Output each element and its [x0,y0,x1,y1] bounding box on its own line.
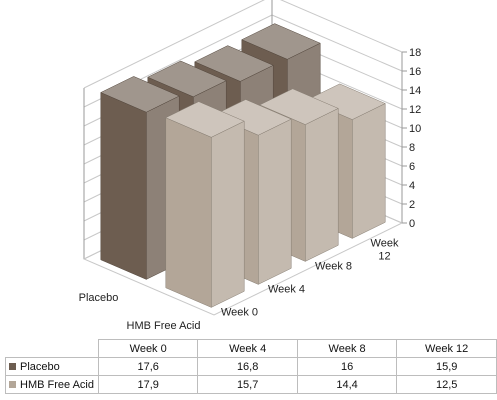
data-table-header-row: Week 0 Week 4 Week 8 Week 12 [5,339,497,358]
bar-front-face [165,117,212,308]
legend-swatch-hmb-free-acid [9,380,16,388]
bar-top-face [147,60,227,98]
category-axis-tick-label-line: 12 [378,251,390,263]
back-wall-gridline [271,14,403,72]
data-table: Week 0 Week 4 Week 8 Week 12 Placebo 17,… [5,339,497,394]
bar-top-face [241,23,321,60]
data-table-row-header: Placebo [5,357,99,376]
data-table-cell: 15,7 [197,375,298,394]
value-axis-tick-label: 14 [409,85,421,97]
data-table-cell: 14,4 [296,375,398,394]
bar-top-face [194,45,274,82]
data-table-col-week-0: Week 0 [97,339,199,358]
side-wall-gridline [83,0,265,89]
data-table-row-hmb-free-acid: HMB Free Acid 17,9 15,7 14,4 12,5 [5,375,497,394]
data-table-row-header: HMB Free Acid [5,375,99,394]
data-table-col-week-12: Week 12 [396,339,497,358]
value-axis-tick-label: 0 [409,218,415,230]
data-table-col-week-8: Week 8 [296,339,398,358]
data-table-cell: 15,9 [396,357,497,376]
bar-top-face [259,88,339,125]
value-axis-tick-label: 8 [409,142,415,154]
data-table-col-week-4: Week 4 [197,339,298,358]
value-axis-tick-label: 4 [409,180,415,192]
data-table-cell: 17,9 [97,375,199,394]
value-axis-tick-label: 18 [409,47,421,59]
value-axis-tick-label: 16 [409,66,421,78]
data-table-row-placebo: Placebo 17,6 16,8 16 15,9 [5,357,497,376]
bar-front-face [100,92,147,280]
bar-side-face [305,107,339,262]
category-axis-tick-label: Week 8 [315,261,352,273]
category-axis-tick-label: Week 4 [268,284,305,296]
series-name: Placebo [20,360,60,373]
bar-side-face [258,118,292,285]
data-table-corner [5,339,99,358]
legend-swatch-placebo [9,362,16,370]
category-axis-tick-label: Week 12 [371,238,399,263]
back-wall-gridline [280,0,403,53]
value-axis-tick-label: 10 [409,123,421,135]
value-axis-tick-label: 6 [409,161,415,173]
data-table-cell: 17,6 [97,357,199,376]
data-table-cell: 16 [296,357,398,376]
bar-top-face [100,76,180,113]
data-table-cell: 16,8 [197,357,298,376]
value-axis-tick-label: 2 [409,199,415,211]
bar-side-face [211,120,245,308]
series-axis-label: HMB Free Acid [127,320,201,332]
bar-top-face [165,101,245,138]
series-axis-label: Placebo [79,292,119,304]
bar-side-face [352,103,386,239]
series-name: HMB Free Acid [20,378,94,391]
category-axis-tick-label-line: Week [371,238,399,250]
category-axis-tick-label: Week 0 [221,307,258,319]
chart-bars [100,23,386,308]
bar-hmb-free-acid-week-0 [165,101,245,308]
data-table-cell: 12,5 [396,375,497,394]
value-axis-tick-label: 12 [409,104,421,116]
